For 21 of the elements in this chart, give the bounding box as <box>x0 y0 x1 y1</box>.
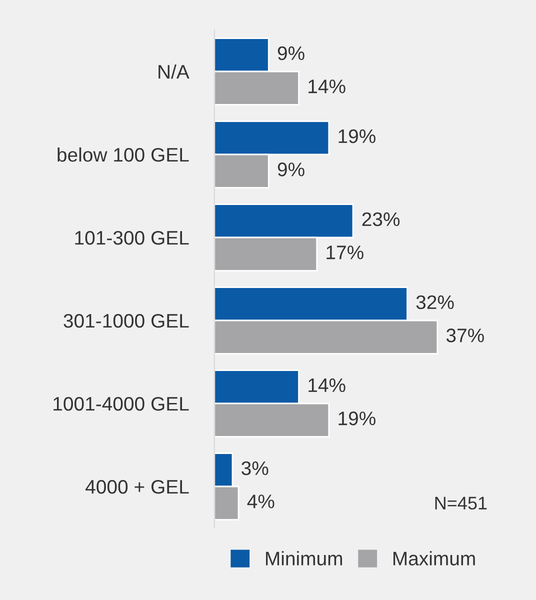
data-label: 19% <box>338 129 376 144</box>
data-label: 4% <box>247 494 274 508</box>
data-label: 9% <box>278 46 304 60</box>
y-tick-label: 1001-4000 GEL <box>54 396 189 411</box>
data-label: 23% <box>362 212 400 226</box>
y-tick-label: below 100 GEL <box>58 147 189 162</box>
data-label: 17% <box>326 246 364 260</box>
legend-label: Maximum <box>393 551 475 566</box>
data-label: 9% <box>278 162 304 176</box>
annotation: N=451 <box>435 496 487 510</box>
data-label: 19% <box>338 412 376 426</box>
data-label: 14% <box>308 378 346 392</box>
data-label: 37% <box>446 328 484 342</box>
y-tick-label: 301-1000 GEL <box>64 314 189 328</box>
y-tick-label: 4000 + GEL <box>86 480 189 494</box>
data-label: 32% <box>416 295 454 310</box>
y-tick-label: 101-300 GEL <box>75 230 189 245</box>
legend-label: Minimum <box>266 551 342 566</box>
y-tick-label: N/A <box>158 64 190 79</box>
data-label: 14% <box>308 80 346 94</box>
data-label: 3% <box>242 461 268 476</box>
